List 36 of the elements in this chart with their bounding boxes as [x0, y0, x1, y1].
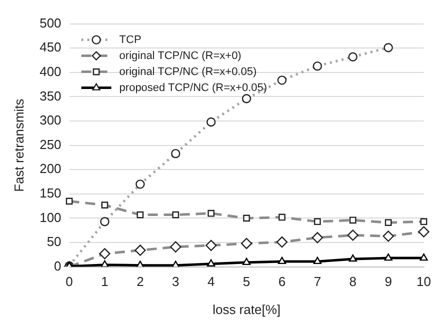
x-tick-label: 8 — [349, 274, 356, 290]
x-tick-label: 3 — [172, 274, 180, 290]
y-tick-label: 50 — [46, 234, 62, 250]
point — [348, 254, 357, 262]
y-tick-label: 0 — [54, 258, 62, 274]
x-tick-label: 10 — [416, 274, 432, 290]
y-axis-title: Fast retransmits — [11, 98, 26, 192]
x-tick-label: 5 — [242, 274, 250, 290]
y-tick-label: 500 — [40, 15, 62, 30]
y-tick-label: 300 — [40, 112, 62, 128]
x-tick-label: 2 — [136, 274, 144, 290]
point — [420, 253, 428, 261]
point — [278, 256, 286, 264]
y-tick-label: 450 — [40, 40, 62, 55]
y-tick-label: 350 — [40, 88, 62, 104]
x-tick-label: 6 — [278, 274, 286, 290]
y-tick-label: 200 — [40, 161, 62, 176]
x-tick-label: 9 — [384, 274, 392, 290]
y-tick-label: 100 — [40, 210, 62, 225]
y-tick-label: 250 — [40, 136, 62, 152]
x-tick-label: 1 — [101, 274, 108, 290]
legend-label: original TCP/NC (R=x+0) — [119, 50, 242, 62]
legend-label: TCP — [119, 34, 142, 46]
point — [384, 253, 392, 261]
point — [242, 258, 251, 266]
point — [207, 259, 216, 266]
y-tick-label: 400 — [40, 64, 62, 79]
x-tick-label: 0 — [66, 274, 73, 290]
legend-label: original TCP/NC (R=x+0.05) — [119, 66, 257, 78]
y-tick-label: 150 — [40, 185, 62, 200]
legend-label: proposed TCP/NC (R=x+0.05) — [119, 82, 268, 94]
point — [313, 256, 322, 264]
x-tick-label: 4 — [207, 274, 215, 290]
x-axis-title: loss rate[%] — [212, 302, 280, 317]
point — [100, 260, 109, 267]
x-tick-label: 7 — [314, 274, 322, 290]
